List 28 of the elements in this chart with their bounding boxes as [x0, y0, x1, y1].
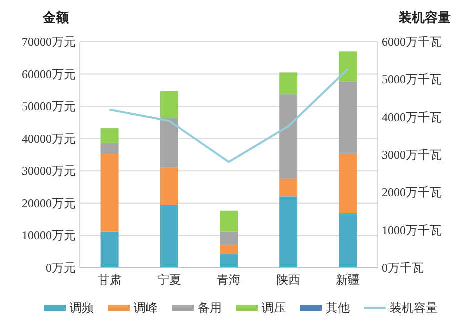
- y2tick: 1000万千瓦: [382, 223, 442, 238]
- legend-label: 调频: [70, 301, 94, 315]
- ytick: 60000万元: [22, 67, 76, 82]
- y2tick: 3000万千瓦: [382, 148, 442, 162]
- ytick: 50000万元: [22, 100, 76, 114]
- ylabel: 金额: [43, 10, 69, 25]
- ytick: 70000万元: [22, 35, 76, 49]
- ytick: 20000万元: [22, 196, 76, 210]
- xtick: 青海: [217, 273, 241, 287]
- xtick: 陕西: [276, 273, 301, 287]
- xtick: 新疆: [336, 273, 360, 287]
- y2tick: 0万千瓦: [382, 261, 424, 275]
- y2tick: 2000万千瓦: [382, 186, 442, 200]
- legend-label: 调压: [262, 301, 286, 315]
- ytick: 10000万元: [22, 228, 76, 243]
- ytick: 0万元: [46, 261, 76, 275]
- y2tick: 4000万千瓦: [382, 110, 442, 124]
- legend-label: 装机容量: [390, 301, 438, 315]
- ytick: 30000万元: [22, 164, 76, 178]
- xtick: 甘肃: [98, 273, 122, 287]
- y2label: 装机容量: [399, 10, 451, 25]
- legend-label: 其他: [326, 301, 350, 315]
- y2tick: 5000万千瓦: [382, 72, 442, 87]
- legend-label: 调峰: [134, 301, 158, 315]
- ytick: 40000万元: [22, 132, 76, 146]
- y2tick: 6000万千瓦: [382, 35, 442, 49]
- legend-label: 备用: [198, 301, 222, 315]
- xtick: 宁夏: [157, 273, 182, 287]
